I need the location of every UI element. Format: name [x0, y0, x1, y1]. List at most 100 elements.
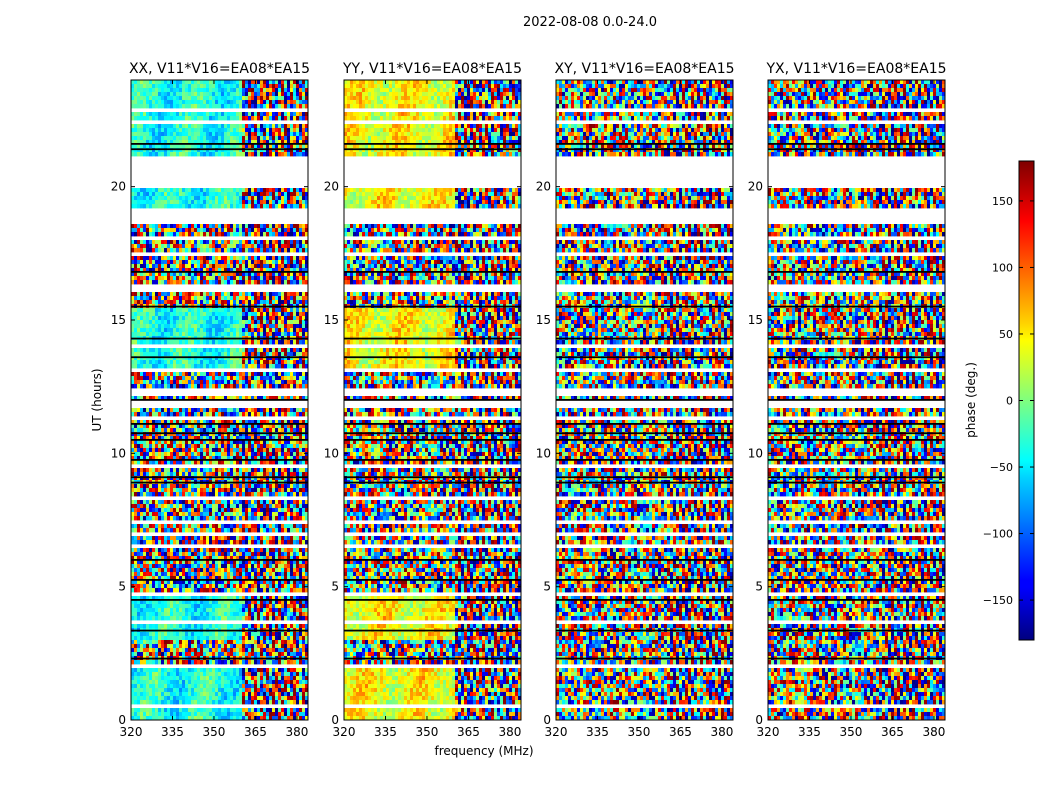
flag-line [131, 337, 308, 340]
flag-line [768, 579, 945, 581]
y-tick-label: 5 [755, 580, 763, 594]
flag-line [344, 579, 521, 581]
colorbar-tick-label: 0 [1006, 395, 1013, 408]
flag-line [556, 143, 733, 145]
y-tick-label: 15 [536, 313, 551, 327]
flag-line [768, 305, 945, 308]
flag-line [344, 305, 521, 308]
x-tick-label: 380 [922, 725, 945, 739]
flag-line [556, 481, 733, 484]
colorbar-label: phase (deg.) [964, 362, 978, 438]
panel-yx: YX, V11*V16=EA08*EA15 320 335 350 365 380 0 5 10… [748, 61, 947, 739]
flag-line [131, 148, 308, 151]
y-tick-label: 10 [748, 446, 763, 460]
x-tick-label: 365 [457, 725, 480, 739]
flag-line [344, 481, 521, 484]
panel-frame [130, 79, 309, 721]
flag-line [344, 271, 521, 273]
x-tick-label: 350 [203, 725, 226, 739]
flag-line [344, 399, 521, 401]
x-tick-label: 365 [244, 725, 267, 739]
flag-line [344, 657, 521, 660]
flag-line [768, 143, 945, 145]
y-tick-label: 5 [118, 580, 126, 594]
x-tick-label: 335 [374, 725, 397, 739]
panel-title: YX, V11*V16=EA08*EA15 [765, 61, 946, 77]
x-tick-label: 320 [120, 725, 143, 739]
x-tick-label: 350 [628, 725, 651, 739]
panel-frame [343, 79, 522, 721]
colorbar-tick-label: 50 [999, 328, 1013, 341]
flag-line [344, 476, 521, 479]
y-tick-label: 15 [111, 313, 126, 327]
x-tick-label: 335 [161, 725, 184, 739]
phase-image-xx [131, 80, 308, 720]
flag-line [556, 337, 733, 340]
flag-line [344, 599, 521, 601]
flag-line [556, 579, 733, 581]
flag-line [556, 439, 733, 441]
flag-line [768, 599, 945, 601]
phase-image-xy [556, 80, 733, 720]
x-tick-label: 365 [669, 725, 692, 739]
flag-line [556, 599, 733, 601]
flag-line [556, 356, 733, 359]
flag-line [131, 629, 308, 632]
flag-line [131, 305, 308, 308]
flag-line [131, 476, 308, 479]
figure-title: 2022-08-08 0.0-24.0 [523, 15, 657, 30]
x-tick-label: 320 [333, 725, 356, 739]
panel-title: XY, V11*V16=EA08*EA15 [554, 61, 734, 77]
flag-line [768, 439, 945, 441]
flag-line [768, 476, 945, 479]
flag-line [556, 459, 733, 461]
flag-line [556, 305, 733, 308]
colorbar-tick-label: 150 [992, 195, 1013, 208]
flag-line [131, 459, 308, 461]
y-tick-label: 20 [324, 180, 339, 194]
y-tick-label: 0 [118, 713, 126, 727]
flag-line [768, 432, 945, 435]
y-tick-label: 0 [331, 713, 339, 727]
flag-line [131, 599, 308, 601]
y-tick-label: 10 [111, 446, 126, 460]
y-tick-label: 20 [536, 180, 551, 194]
flag-line [768, 337, 945, 340]
panel-xx: XX, V11*V16=EA08*EA15 320 335 350 365 380 0 5 10… [111, 61, 310, 739]
flag-line [556, 399, 733, 401]
y-tick-label: 0 [543, 713, 551, 727]
panel-frame [767, 79, 946, 721]
flag-line [556, 432, 733, 435]
flag-line [344, 423, 521, 425]
flag-line [768, 559, 945, 561]
flag-line [344, 439, 521, 441]
flag-line [131, 559, 308, 561]
flag-line [768, 629, 945, 632]
y-tick-label: 0 [755, 713, 763, 727]
x-tick-label: 380 [285, 725, 308, 739]
flag-line [131, 657, 308, 660]
flag-line [768, 399, 945, 401]
flag-line [556, 629, 733, 632]
flag-line [768, 148, 945, 151]
flag-line [556, 657, 733, 660]
panel-xy: XY, V11*V16=EA08*EA15 320 335 350 365 380 0 5 10… [536, 61, 735, 739]
panel-title: YY, V11*V16=EA08*EA15 [342, 61, 522, 77]
flag-line [131, 481, 308, 484]
x-tick-label: 380 [710, 725, 733, 739]
panel-title: XX, V11*V16=EA08*EA15 [129, 61, 310, 77]
colorbar: −150 −100 −50 0 50 100 150 phase (deg.) [964, 160, 1035, 641]
flag-line [131, 356, 308, 359]
flag-line [556, 476, 733, 479]
flag-line [131, 432, 308, 435]
panel-frame [555, 79, 734, 721]
flag-line [768, 459, 945, 461]
y-axis-label: UT (hours) [90, 368, 104, 431]
flag-line [131, 579, 308, 581]
flag-line [344, 432, 521, 435]
flag-line [344, 559, 521, 561]
x-tick-label: 380 [498, 725, 521, 739]
flag-line [556, 559, 733, 561]
y-tick-label: 20 [111, 180, 126, 194]
x-axis-label: frequency (MHz) [434, 744, 533, 758]
